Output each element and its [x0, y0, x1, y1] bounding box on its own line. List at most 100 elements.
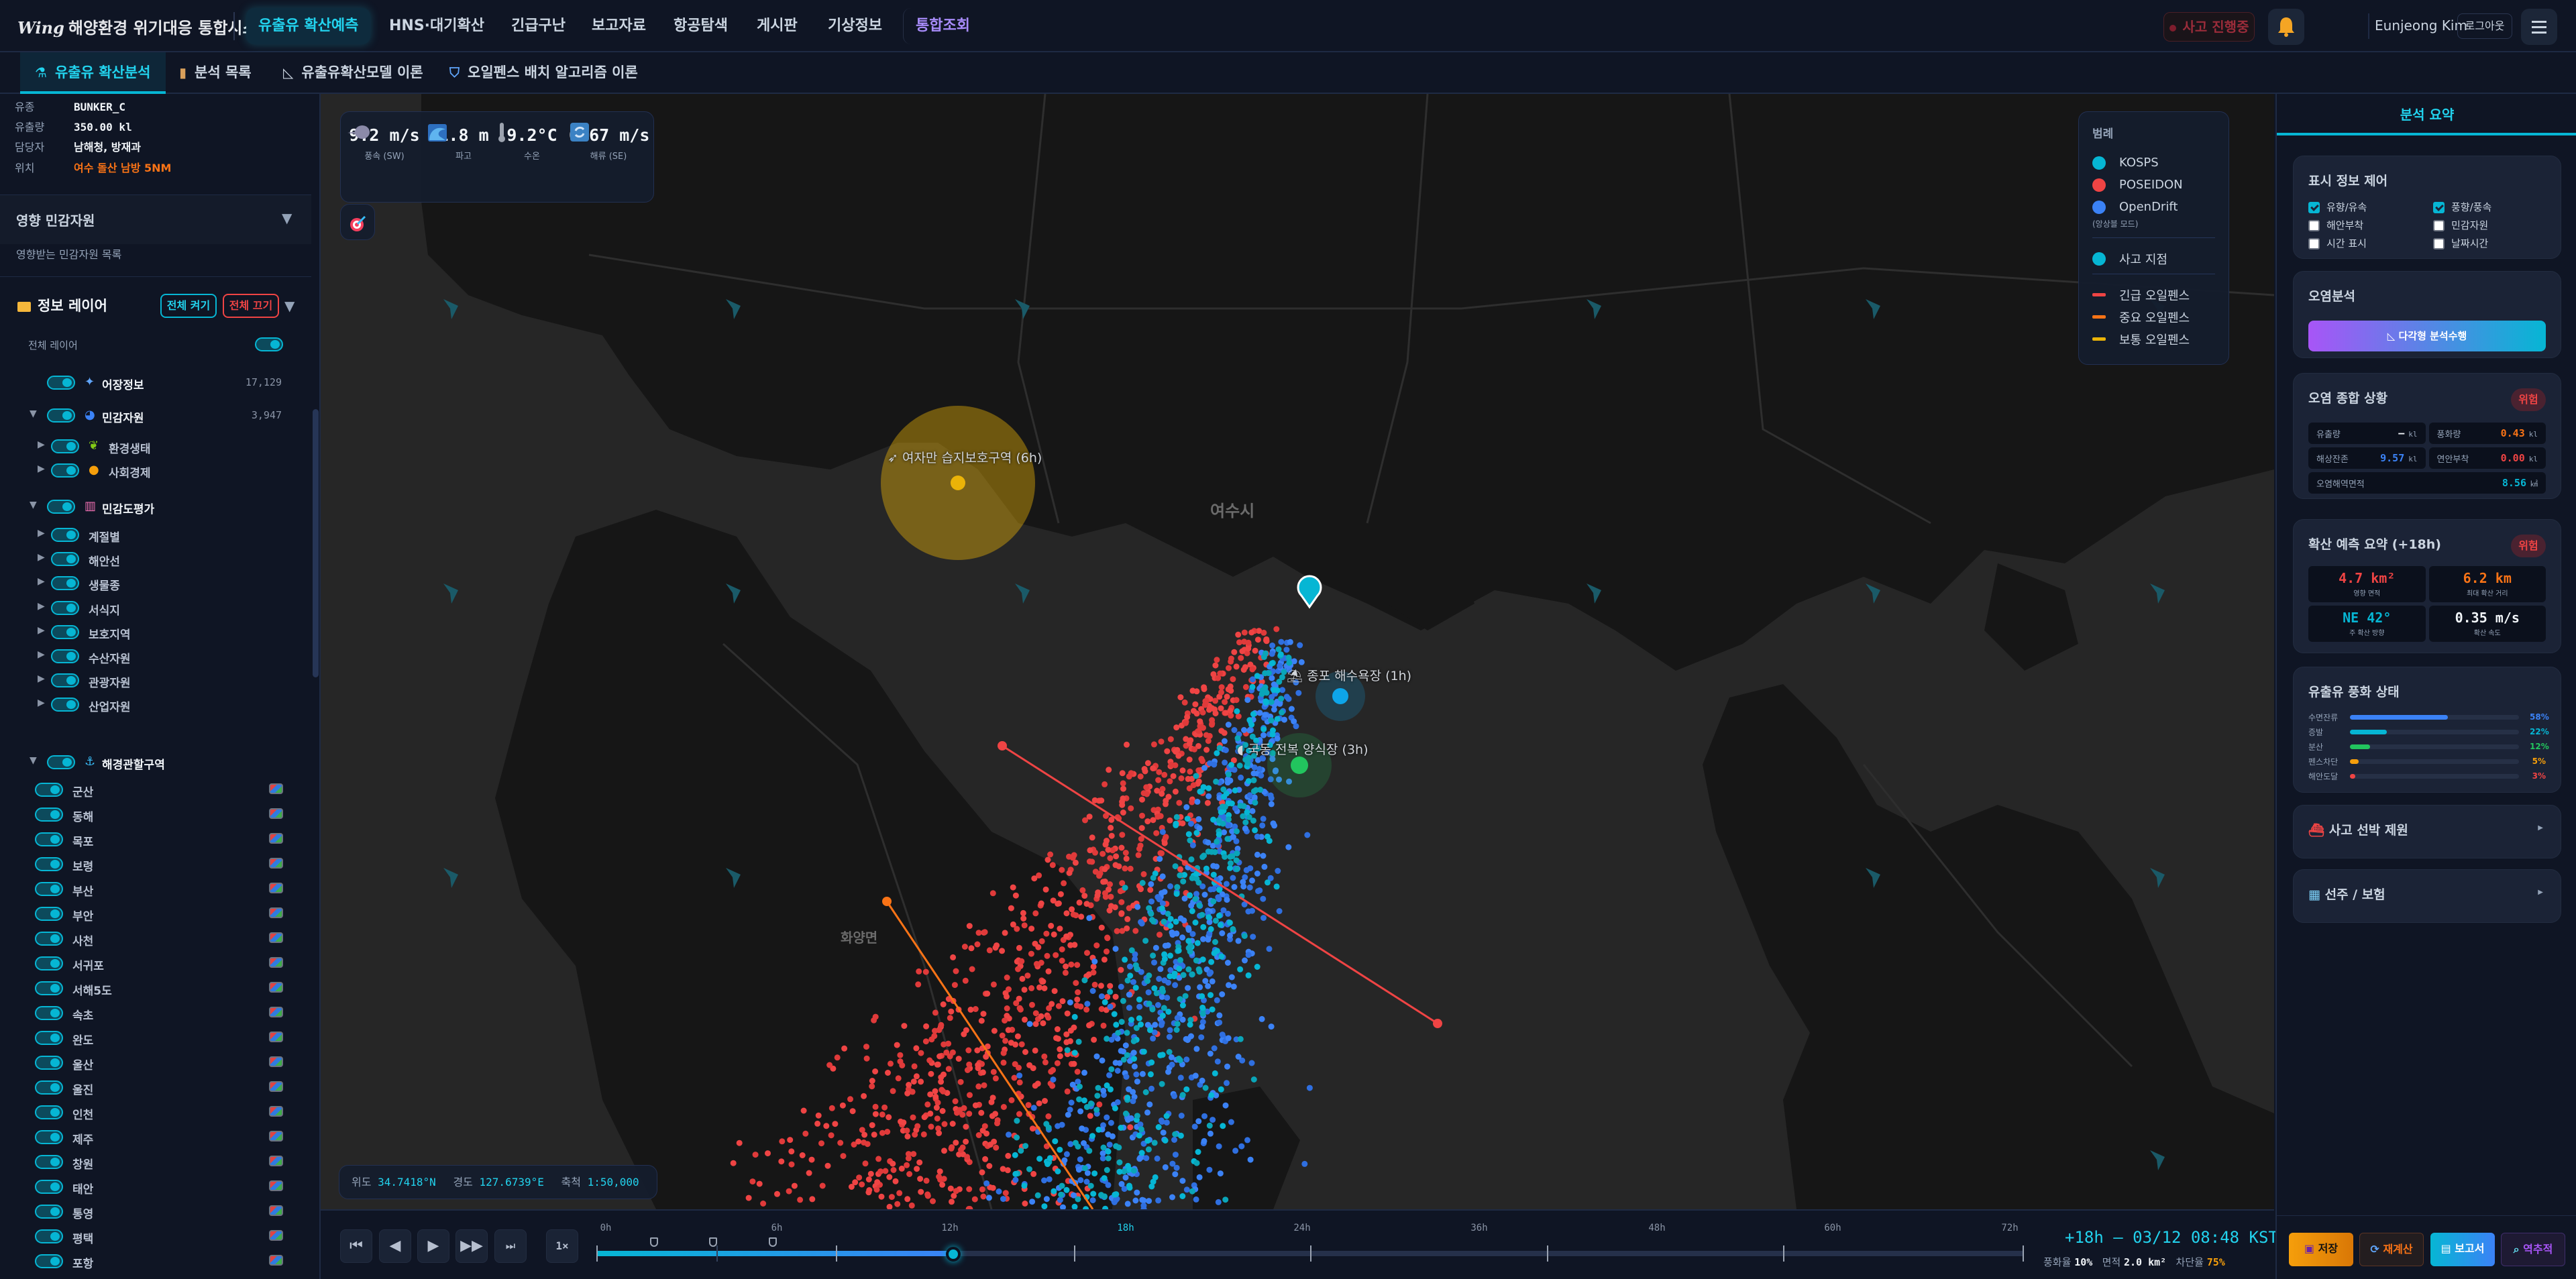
map-canvas[interactable]	[321, 94, 2274, 1209]
report-button[interactable]: ▤ 보고서	[2430, 1233, 2495, 1266]
layer-toggle[interactable]	[35, 1006, 63, 1020]
vessel-specs-section[interactable]: ⛴ 사고 선박 제원 ▶	[2293, 805, 2561, 858]
layer-toggle[interactable]	[35, 1180, 63, 1194]
tab-boom-algorithm-theory[interactable]: ⛉오일펜스 배치 알고리즘 이론	[435, 52, 653, 94]
recalculate-button[interactable]: ⟳ 재계산	[2359, 1233, 2424, 1266]
layer-toggle[interactable]	[35, 1130, 63, 1144]
beach-marker[interactable]	[1332, 688, 1348, 704]
chevron-right-icon[interactable]: ▶	[38, 673, 45, 684]
owner-insurance-section[interactable]: ▦ 선주 / 보험 ▶	[2293, 869, 2561, 923]
layer-toggle[interactable]	[35, 882, 63, 896]
logout-button[interactable]: 로그아웃	[2457, 13, 2512, 39]
polygon-analysis-button[interactable]: ◺ 다각형 분석수행	[2308, 321, 2546, 351]
region-style-icon[interactable]	[269, 1106, 283, 1117]
layer-toggle[interactable]	[35, 956, 63, 970]
display-option[interactable]: 날짜시간	[2433, 236, 2558, 250]
layer-toggle[interactable]	[35, 808, 63, 822]
chevron-right-icon[interactable]: ▶	[38, 698, 45, 708]
display-option[interactable]: 시간 표시	[2308, 236, 2433, 250]
layer-toggle[interactable]	[47, 408, 75, 423]
nav-emergency-salvage[interactable]: 긴급구난	[499, 8, 578, 44]
layer-toggle[interactable]	[51, 528, 79, 542]
layer-toggle[interactable]	[51, 673, 79, 687]
display-option[interactable]: 민감자원	[2433, 218, 2558, 232]
notifications-button[interactable]	[2268, 9, 2304, 45]
layer-toggle[interactable]	[51, 463, 79, 478]
layer-toggle[interactable]	[47, 376, 75, 390]
checkbox[interactable]	[2433, 220, 2445, 231]
step-back-button[interactable]: ◀	[379, 1229, 411, 1263]
boom-marker-icon[interactable]	[650, 1237, 658, 1247]
layer-toggle[interactable]	[35, 783, 63, 797]
resource-label-abalone-farm[interactable]: ◖ 국동 전복 양식장 (3h)	[1237, 740, 1368, 758]
chevron-down-icon[interactable]: ▼	[282, 210, 292, 226]
region-style-icon[interactable]	[269, 957, 283, 968]
layer-toggle[interactable]	[35, 1031, 63, 1045]
nav-weather[interactable]: 기상정보	[816, 8, 894, 44]
locate-incident-button[interactable]	[340, 204, 375, 240]
region-style-icon[interactable]	[269, 1230, 283, 1241]
region-style-icon[interactable]	[269, 1131, 283, 1142]
nav-oil-spill-prediction[interactable]: 유출유 확산예측	[246, 8, 370, 44]
region-style-icon[interactable]	[269, 932, 283, 943]
chevron-right-icon[interactable]: ▶	[38, 463, 45, 474]
layer-toggle[interactable]	[51, 552, 79, 566]
region-style-icon[interactable]	[269, 883, 283, 893]
boom-marker-icon[interactable]	[769, 1237, 777, 1247]
tab-model-theory[interactable]: ◺유출유확산모델 이론	[268, 52, 438, 94]
display-option[interactable]: 풍향/풍속	[2433, 200, 2558, 214]
all-layers-toggle[interactable]	[255, 337, 283, 351]
layer-toggle[interactable]	[35, 1155, 63, 1169]
chevron-right-icon[interactable]: ▶	[38, 601, 45, 612]
region-style-icon[interactable]	[269, 1081, 283, 1092]
skip-to-start-button[interactable]: ⏮	[340, 1229, 372, 1263]
layer-toggle[interactable]	[35, 1205, 63, 1219]
layer-toggle[interactable]	[35, 1105, 63, 1119]
playback-speed-button[interactable]: 1×	[546, 1229, 578, 1263]
nav-reports[interactable]: 보고자료	[580, 8, 658, 44]
region-style-icon[interactable]	[269, 1180, 283, 1191]
layer-toggle[interactable]	[51, 698, 79, 712]
chevron-down-icon[interactable]: ▼	[30, 755, 37, 766]
layer-toggle[interactable]	[51, 649, 79, 663]
layer-toggle[interactable]	[35, 832, 63, 846]
layer-toggle[interactable]	[51, 576, 79, 590]
skip-to-end-button[interactable]: ⏭	[494, 1229, 527, 1263]
region-style-icon[interactable]	[269, 1007, 283, 1017]
timeline-thumb[interactable]	[946, 1247, 961, 1262]
tab-analysis-list[interactable]: ▮분석 목록	[164, 52, 266, 94]
layer-toggle[interactable]	[51, 439, 79, 453]
layer-toggle[interactable]	[35, 907, 63, 921]
sidebar-scrollbar[interactable]	[313, 409, 319, 677]
layer-toggle[interactable]	[47, 500, 75, 514]
layer-toggle[interactable]	[35, 857, 63, 871]
layer-toggle[interactable]	[35, 932, 63, 946]
layer-toggle[interactable]	[51, 601, 79, 615]
step-forward-button[interactable]: ▶▶	[455, 1229, 488, 1263]
farm-marker[interactable]	[1291, 757, 1308, 774]
layer-toggle[interactable]	[47, 755, 75, 769]
chevron-down-icon[interactable]: ▼	[284, 298, 294, 314]
menu-button[interactable]	[2521, 9, 2557, 45]
play-button[interactable]: ▶	[417, 1229, 449, 1263]
chevron-down-icon[interactable]: ▼	[30, 500, 37, 510]
layer-toggle[interactable]	[51, 625, 79, 639]
region-style-icon[interactable]	[269, 1205, 283, 1216]
display-option[interactable]: 해안부착	[2308, 218, 2433, 232]
tab-oil-spill-analysis[interactable]: ⚗유출유 확산분석	[20, 52, 166, 94]
checkbox[interactable]	[2308, 202, 2320, 213]
chevron-right-icon[interactable]: ▶	[38, 576, 45, 587]
region-style-icon[interactable]	[269, 808, 283, 819]
region-style-icon[interactable]	[269, 833, 283, 844]
resource-label-wetland[interactable]: ➶ 여자만 습지보호구역 (6h)	[888, 448, 1042, 466]
resource-label-beach[interactable]: ⛱ 종포 해수욕장 (1h)	[1287, 666, 1411, 684]
save-button[interactable]: ▣ 저장	[2289, 1233, 2353, 1266]
boom-endpoint[interactable]	[998, 741, 1007, 750]
region-style-icon[interactable]	[269, 982, 283, 993]
layer-toggle[interactable]	[35, 1254, 63, 1268]
region-style-icon[interactable]	[269, 783, 283, 794]
region-style-icon[interactable]	[269, 858, 283, 869]
layer-toggle[interactable]	[35, 1056, 63, 1070]
protected-area-marker[interactable]	[951, 476, 965, 490]
nav-hns-dispersion[interactable]: HNS·대기확산	[377, 8, 496, 44]
